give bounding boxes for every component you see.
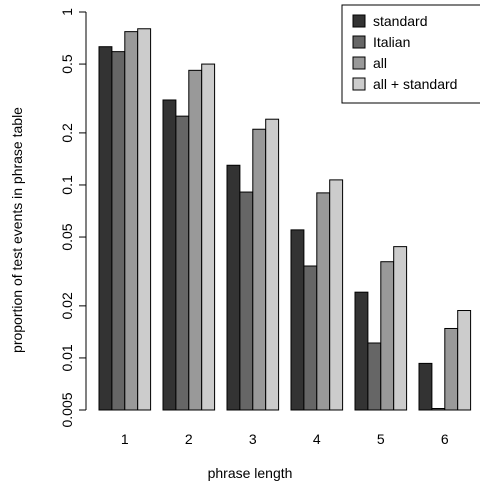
x-tick-label: 5 bbox=[377, 431, 385, 447]
y-tick-label: 0.2 bbox=[59, 123, 75, 143]
bar-all-standard-4 bbox=[329, 179, 344, 411]
legend-items: standard Italian all all + standard bbox=[352, 13, 457, 92]
x-tick-label: 6 bbox=[441, 431, 449, 447]
bar-italian-4 bbox=[303, 265, 318, 411]
bar-all-standard-3 bbox=[265, 118, 280, 411]
legend-swatch bbox=[352, 56, 366, 70]
legend-label: standard bbox=[373, 13, 427, 29]
bar-all-3 bbox=[252, 128, 267, 411]
y-tick-label: 1 bbox=[59, 8, 75, 16]
bar-all-2 bbox=[188, 69, 203, 411]
y-axis: 0.005 0.01 0.02 0.05 0.1 0.2 0.5 1 bbox=[59, 8, 87, 428]
x-axis: 1 2 3 4 5 6 bbox=[121, 431, 449, 447]
legend: standard Italian all all + standard bbox=[341, 4, 480, 104]
bar-standard-3 bbox=[226, 164, 241, 411]
x-tick-label: 2 bbox=[185, 431, 193, 447]
y-tick-label: 0.01 bbox=[59, 344, 75, 371]
bar-standard-6 bbox=[418, 362, 433, 411]
y-tick-label: 0.5 bbox=[59, 54, 75, 74]
legend-swatch bbox=[352, 35, 366, 49]
bar-italian-5 bbox=[367, 342, 382, 411]
legend-label: all + standard bbox=[373, 76, 457, 92]
bar-all-5 bbox=[380, 261, 395, 411]
bar-all-standard-6 bbox=[457, 310, 472, 411]
bar-italian-2 bbox=[175, 115, 190, 411]
bar-all-standard-5 bbox=[393, 246, 408, 411]
y-tick-label: 0.05 bbox=[59, 223, 75, 250]
bar-italian-1 bbox=[111, 51, 126, 411]
y-axis-label: proportion of test events in phrase tabl… bbox=[9, 107, 25, 353]
y-tick-label: 0.005 bbox=[59, 392, 75, 427]
y-tick-label: 0.02 bbox=[59, 292, 75, 319]
bar-italian-6 bbox=[431, 408, 446, 411]
legend-swatch bbox=[352, 14, 366, 28]
bar-all-1 bbox=[124, 31, 139, 411]
x-axis-label: phrase length bbox=[208, 465, 293, 481]
bar-italian-3 bbox=[239, 191, 254, 411]
bar-all-standard-2 bbox=[201, 63, 216, 411]
legend-label: Italian bbox=[373, 34, 410, 50]
legend-swatch bbox=[352, 77, 366, 91]
bar-standard-1 bbox=[98, 46, 113, 411]
bar-all-standard-1 bbox=[137, 28, 152, 411]
bar-all-4 bbox=[316, 192, 331, 411]
x-tick-label: 4 bbox=[313, 431, 321, 447]
bar-all-6 bbox=[444, 327, 459, 411]
legend-label: all bbox=[373, 55, 387, 71]
bar-standard-4 bbox=[290, 229, 305, 411]
x-ticks: 1 2 3 4 5 6 bbox=[121, 431, 449, 447]
y-tick-label: 0.1 bbox=[59, 175, 75, 195]
bars bbox=[98, 28, 472, 411]
y-ticks: 0.005 0.01 0.02 0.05 0.1 0.2 0.5 1 bbox=[59, 8, 86, 428]
bar-standard-5 bbox=[354, 291, 369, 411]
x-tick-label: 3 bbox=[249, 431, 257, 447]
x-tick-label: 1 bbox=[121, 431, 129, 447]
bar-standard-2 bbox=[162, 99, 177, 411]
